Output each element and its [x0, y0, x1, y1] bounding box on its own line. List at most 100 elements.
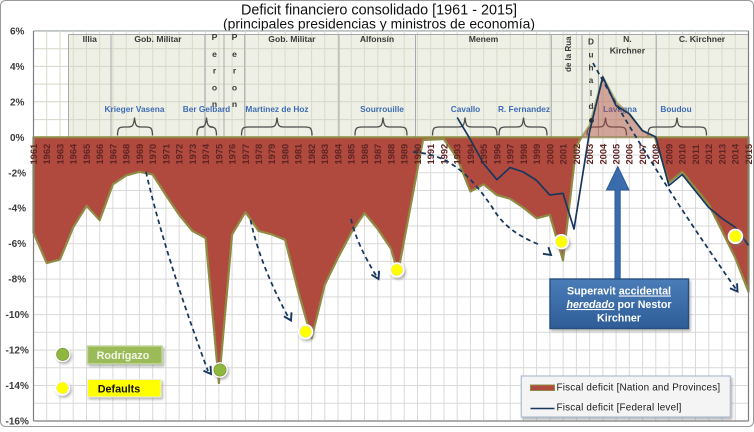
svg-text:2002: 2002: [572, 144, 582, 165]
svg-text:(principales presidencias y mi: (principales presidencias y ministros de…: [223, 16, 535, 32]
svg-text:P: P: [212, 32, 218, 42]
svg-text:e: e: [212, 49, 217, 59]
svg-text:1963: 1963: [55, 144, 65, 165]
svg-text:d: d: [588, 102, 593, 111]
svg-text:1965: 1965: [82, 144, 92, 165]
svg-text:e: e: [232, 49, 237, 59]
svg-text:2009: 2009: [665, 144, 675, 165]
svg-text:1962: 1962: [42, 144, 52, 165]
svg-text:r: r: [213, 66, 217, 76]
svg-text:r: r: [233, 66, 237, 76]
svg-text:1976: 1976: [228, 144, 238, 165]
svg-text:2001: 2001: [559, 144, 569, 165]
svg-text:1996: 1996: [492, 144, 502, 165]
svg-text:1975: 1975: [214, 144, 224, 165]
svg-text:D: D: [588, 38, 594, 47]
svg-text:1986: 1986: [360, 144, 370, 165]
svg-text:n: n: [212, 99, 217, 109]
svg-text:Kirchner: Kirchner: [610, 46, 646, 56]
svg-text:1974: 1974: [201, 143, 211, 165]
svg-text:1969: 1969: [135, 144, 145, 165]
svg-text:2%: 2%: [10, 97, 25, 108]
svg-text:1980: 1980: [281, 144, 291, 165]
svg-text:Fiscal deficit [Federal level]: Fiscal deficit [Federal level]: [557, 403, 682, 414]
svg-text:1997: 1997: [506, 144, 516, 165]
svg-text:-4%: -4%: [8, 204, 26, 215]
svg-text:2014: 2014: [731, 143, 741, 165]
svg-text:l: l: [590, 89, 592, 98]
svg-text:Alfonsín: Alfonsín: [360, 34, 394, 44]
svg-text:1985: 1985: [347, 144, 357, 165]
svg-text:Sourrouille: Sourrouille: [360, 104, 404, 114]
svg-text:Cavallo: Cavallo: [451, 104, 481, 114]
svg-text:o: o: [212, 82, 217, 92]
svg-text:Kirchner: Kirchner: [597, 313, 641, 325]
svg-text:Illia: Illia: [83, 34, 98, 44]
svg-text:2003: 2003: [585, 144, 595, 165]
svg-text:1978: 1978: [254, 144, 264, 165]
svg-text:2011: 2011: [691, 144, 701, 164]
svg-text:1994: 1994: [466, 143, 476, 165]
svg-text:2006: 2006: [625, 144, 635, 165]
svg-text:u: u: [588, 50, 593, 59]
svg-text:de la Rua: de la Rua: [564, 36, 573, 72]
svg-text:1972: 1972: [175, 144, 185, 165]
svg-text:-10%: -10%: [6, 310, 29, 321]
svg-text:-8%: -8%: [8, 275, 26, 286]
svg-text:Martinez de Hoz: Martinez de Hoz: [245, 104, 308, 114]
svg-text:2004: 2004: [598, 143, 608, 165]
svg-text:2015: 2015: [744, 144, 754, 165]
svg-text:1966: 1966: [95, 144, 105, 165]
svg-text:o: o: [232, 82, 237, 92]
svg-text:Boudou: Boudou: [660, 104, 691, 114]
svg-text:1989: 1989: [400, 144, 410, 165]
svg-text:1983: 1983: [320, 144, 330, 165]
svg-text:-12%: -12%: [6, 346, 29, 357]
svg-text:Gob. Militar: Gob. Militar: [134, 34, 182, 44]
svg-text:-2%: -2%: [8, 168, 26, 179]
svg-text:P: P: [232, 32, 238, 42]
svg-text:-6%: -6%: [8, 239, 26, 250]
svg-text:a: a: [589, 76, 594, 85]
svg-text:2008: 2008: [651, 144, 661, 165]
svg-text:2010: 2010: [678, 144, 688, 165]
svg-text:Deficit financiero consolidado: Deficit financiero consolidado [1961 - 2…: [241, 2, 517, 18]
svg-text:2012: 2012: [704, 144, 714, 165]
svg-text:Krieger Vasena: Krieger Vasena: [105, 104, 165, 114]
svg-text:1984: 1984: [333, 143, 343, 165]
svg-text:Superavit accidental: Superavit accidental: [567, 286, 671, 298]
svg-text:1961: 1961: [29, 144, 39, 165]
svg-text:1998: 1998: [519, 144, 529, 165]
svg-text:1982: 1982: [307, 144, 317, 165]
svg-text:C. Kirchner: C. Kirchner: [679, 34, 726, 44]
svg-text:R. Fernandez: R. Fernandez: [498, 104, 550, 114]
svg-text:2005: 2005: [612, 144, 622, 165]
svg-text:1988: 1988: [386, 144, 396, 165]
svg-text:2007: 2007: [638, 144, 648, 165]
svg-text:2013: 2013: [717, 144, 727, 165]
svg-text:-16%: -16%: [6, 417, 29, 428]
svg-text:1987: 1987: [373, 144, 383, 165]
svg-text:1967: 1967: [108, 144, 118, 165]
svg-text:1973: 1973: [188, 144, 198, 165]
svg-text:1992: 1992: [439, 144, 449, 165]
svg-text:heredado por Nestor: heredado por Nestor: [566, 299, 671, 311]
svg-text:4%: 4%: [10, 62, 25, 73]
svg-text:2000: 2000: [545, 144, 555, 165]
svg-text:1981: 1981: [294, 144, 304, 165]
svg-text:h: h: [588, 63, 593, 72]
svg-text:1968: 1968: [122, 144, 132, 165]
svg-text:Defaults: Defaults: [98, 383, 141, 395]
svg-text:Fiscal deficit [Nation and Pro: Fiscal deficit [Nation and Provinces]: [557, 383, 721, 394]
svg-text:0%: 0%: [10, 133, 25, 144]
svg-text:1990: 1990: [413, 144, 423, 165]
svg-text:1999: 1999: [532, 144, 542, 165]
svg-text:6%: 6%: [10, 26, 25, 37]
svg-text:Menem: Menem: [469, 34, 499, 44]
svg-text:1979: 1979: [267, 144, 277, 165]
svg-text:-14%: -14%: [6, 381, 29, 392]
svg-text:Ber Gelbard: Ber Gelbard: [183, 104, 231, 114]
svg-text:Rodrígazo: Rodrígazo: [97, 350, 150, 362]
svg-text:1993: 1993: [453, 144, 463, 165]
svg-text:1977: 1977: [241, 144, 251, 165]
